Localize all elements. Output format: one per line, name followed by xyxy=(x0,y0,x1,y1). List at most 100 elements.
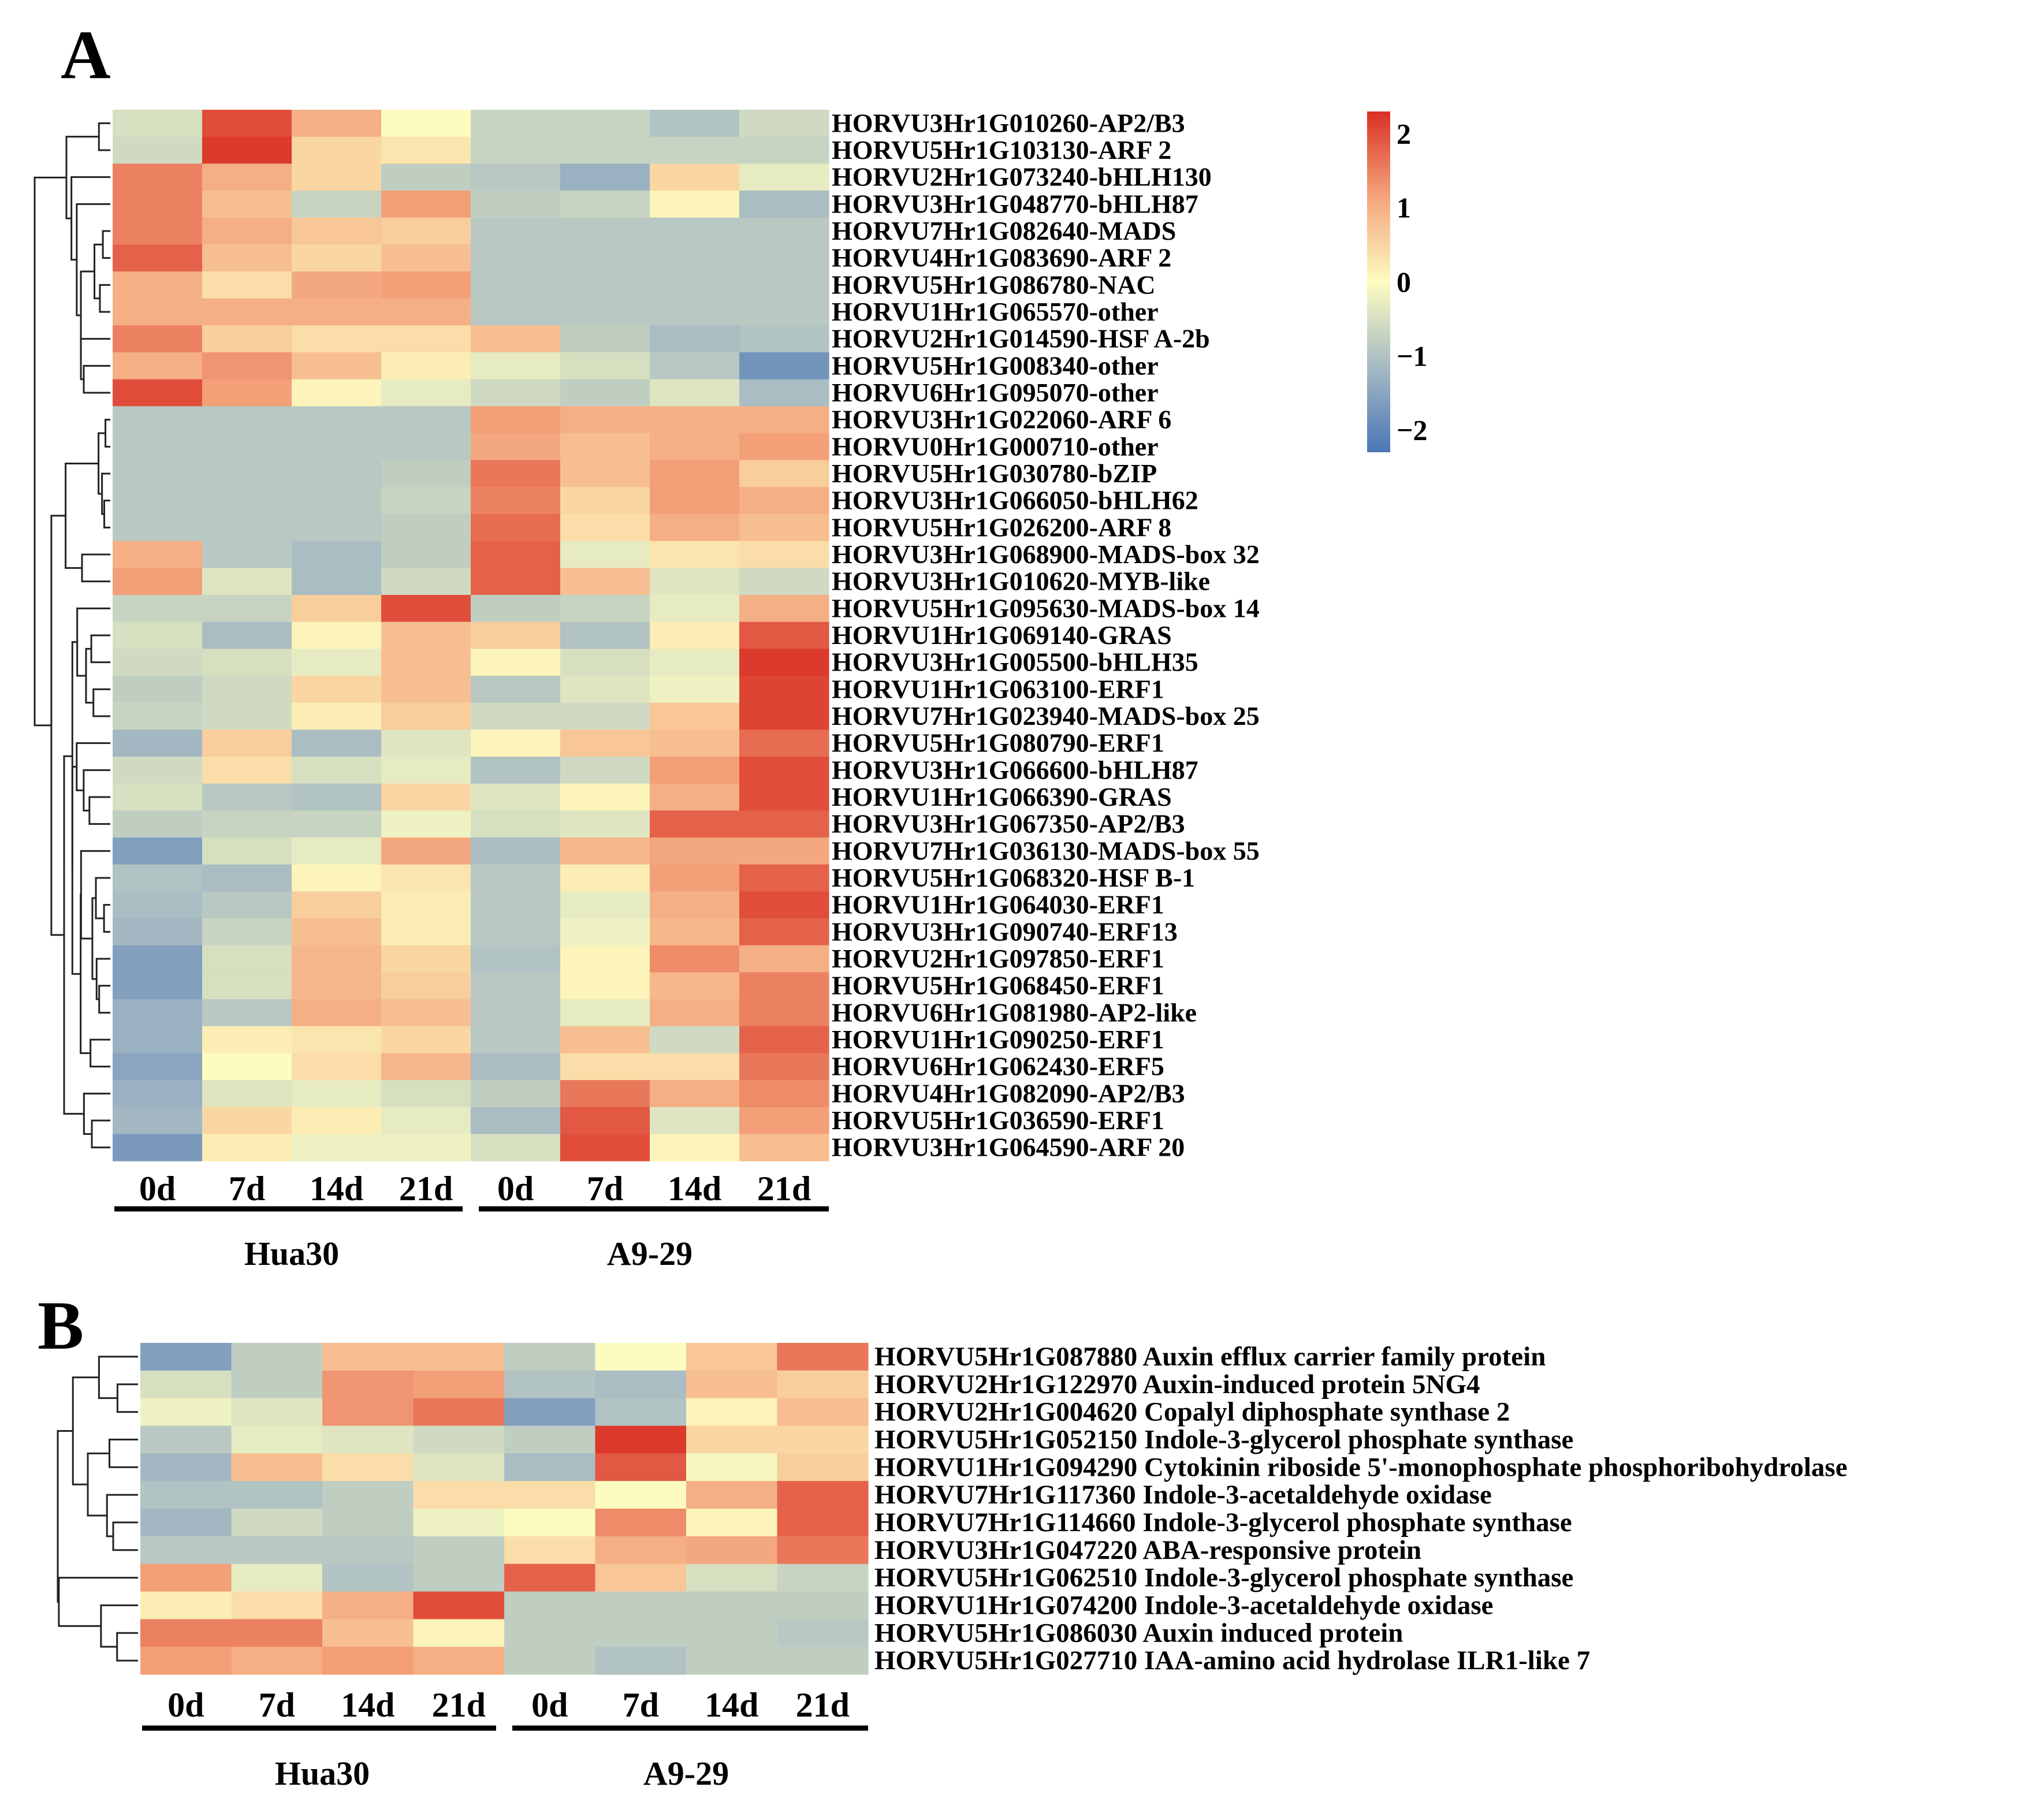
heatmap-cell xyxy=(739,945,829,973)
heatmap-cell xyxy=(595,1453,687,1481)
heatmap-cell xyxy=(292,514,382,542)
heatmap-cell xyxy=(739,568,829,595)
heatmap-cell xyxy=(381,433,471,461)
heatmap-cell xyxy=(560,379,650,407)
heatmap-cell xyxy=(322,1481,414,1509)
heatmap-cell xyxy=(650,460,740,487)
heatmap-cell xyxy=(560,621,650,649)
heatmap-cell xyxy=(292,864,382,892)
heatmap-cell xyxy=(739,110,829,137)
heatmap-cell xyxy=(322,1564,414,1592)
heatmap-cell xyxy=(560,325,650,353)
heatmap-cell xyxy=(595,1425,687,1454)
heatmap-cell xyxy=(202,514,292,542)
heatmap-cell xyxy=(560,972,650,1000)
heatmap-cell xyxy=(292,702,382,730)
heatmap-cell xyxy=(381,568,471,595)
heatmap-cell xyxy=(113,136,203,164)
heatmap-cell xyxy=(381,406,471,434)
heatmap-cell xyxy=(202,352,292,380)
heatmap-cell xyxy=(113,163,203,191)
heatmap-cell xyxy=(739,1053,829,1081)
heatmap-cell xyxy=(471,1053,561,1081)
heatmap-cell xyxy=(381,595,471,623)
heatmap-cell xyxy=(381,1080,471,1108)
heatmap-cell xyxy=(471,783,561,811)
heatmap-cell xyxy=(381,783,471,811)
heatmap-cell xyxy=(113,352,203,380)
heatmap-cell xyxy=(560,864,650,892)
heatmap-cell xyxy=(650,298,740,326)
heatmap-cell xyxy=(381,271,471,299)
heatmap-cell xyxy=(471,864,561,892)
heatmap-cell xyxy=(739,1107,829,1134)
heatmap-cell xyxy=(739,1080,829,1108)
heatmap-cell xyxy=(292,837,382,865)
heatmap-cell xyxy=(413,1481,505,1509)
heatmap-cell xyxy=(113,568,203,595)
heatmap-cell xyxy=(113,918,203,946)
dendrogram-branch xyxy=(109,1438,138,1468)
row-label: HORVU2Hr1G004620 Copalyl diphosphate syn… xyxy=(874,1397,1510,1427)
heatmap-cell xyxy=(560,352,650,380)
heatmap-cell xyxy=(292,783,382,811)
heatmap-cell xyxy=(231,1509,323,1537)
heatmap-cell xyxy=(202,460,292,487)
heatmap-cell xyxy=(292,352,382,380)
heatmap-cell xyxy=(140,1536,232,1565)
heatmap-cell xyxy=(650,864,740,892)
heatmap-cell xyxy=(381,244,471,272)
heatmap-cell xyxy=(504,1398,596,1427)
heatmap-cell xyxy=(471,379,561,407)
group-label: Hua30 xyxy=(275,1755,370,1792)
colorbar-tick-label: −2 xyxy=(1397,414,1428,446)
heatmap-cell xyxy=(739,972,829,1000)
row-label: HORVU4Hr1G083690-ARF 2 xyxy=(832,243,1171,273)
dendrogram-branch xyxy=(70,176,110,261)
dendrogram-branch xyxy=(102,230,110,259)
heatmap-cell xyxy=(381,999,471,1027)
heatmap-a: HORVU3Hr1G010260-AP2/B3HORVU5Hr1G103130-… xyxy=(33,108,1260,1272)
heatmap-cell xyxy=(292,568,382,595)
dendrogram-branch xyxy=(83,364,110,394)
column-label: 14d xyxy=(341,1686,394,1724)
heatmap-cell xyxy=(650,837,740,865)
heatmap-cell xyxy=(777,1564,869,1592)
heatmap-cell xyxy=(202,702,292,730)
heatmap-cell xyxy=(560,163,650,191)
row-label: HORVU5Hr1G027710 IAA-amino acid hydrolas… xyxy=(874,1646,1590,1676)
heatmap-cell xyxy=(471,568,561,595)
heatmap-cell xyxy=(471,460,561,487)
heatmap-cell xyxy=(292,379,382,407)
heatmap-cell xyxy=(113,810,203,838)
heatmap-cell xyxy=(231,1481,323,1509)
heatmap-cell xyxy=(140,1398,232,1427)
heatmap-cell xyxy=(292,541,382,568)
heatmap-cell xyxy=(686,1591,778,1620)
heatmap-cell xyxy=(413,1425,505,1454)
heatmap-cell xyxy=(113,783,203,811)
heatmap-cell xyxy=(560,676,650,703)
column-label: 0d xyxy=(531,1686,568,1724)
heatmap-cell xyxy=(650,702,740,730)
heatmap-cell xyxy=(381,217,471,245)
heatmap-cell xyxy=(231,1370,323,1399)
heatmap-cell xyxy=(113,433,203,461)
heatmap-cell xyxy=(739,298,829,326)
row-label: HORVU6Hr1G081980-AP2-like xyxy=(832,997,1197,1027)
heatmap-cell xyxy=(560,649,650,676)
heatmap-cell xyxy=(739,1026,829,1054)
heatmap-cell xyxy=(322,1536,414,1565)
heatmap-cell xyxy=(202,945,292,973)
heatmap-cell xyxy=(202,783,292,811)
heatmap-cell xyxy=(292,110,382,137)
row-label: HORVU2Hr1G122970 Auxin-induced protein 5… xyxy=(874,1369,1480,1399)
heatmap-cell xyxy=(504,1564,596,1592)
heatmap-cell xyxy=(650,163,740,191)
row-label: HORVU5Hr1G068450-ERF1 xyxy=(832,971,1164,1000)
heatmap-cell xyxy=(739,702,829,730)
heatmap-cell xyxy=(650,487,740,515)
heatmap-cell xyxy=(777,1343,869,1371)
dendrogram-branch xyxy=(83,1092,110,1135)
